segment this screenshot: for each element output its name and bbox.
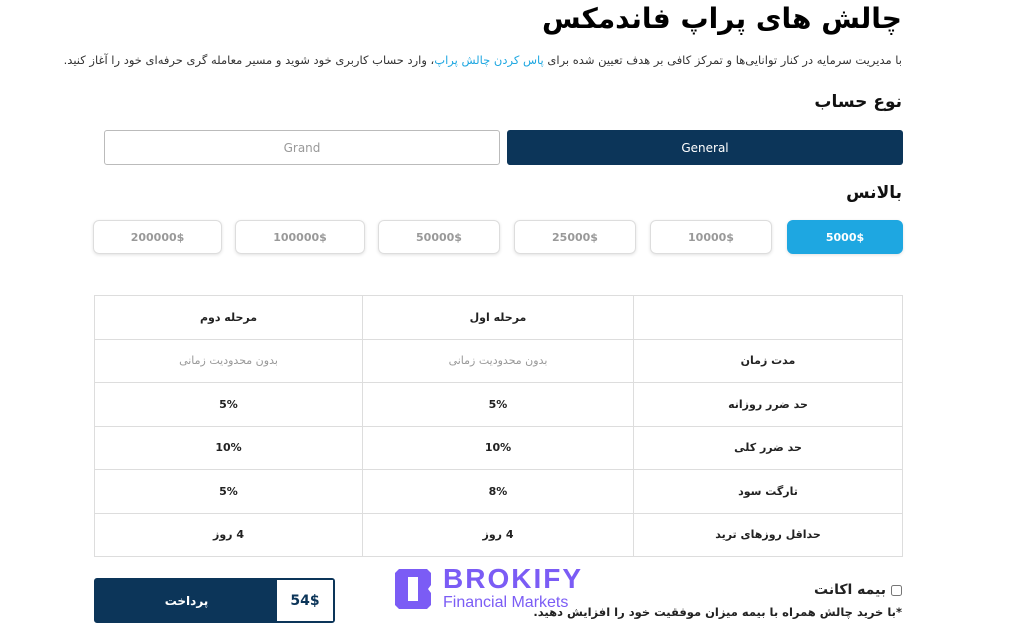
balance-200000-button[interactable]: 200000$ xyxy=(93,220,222,254)
cell: 10% xyxy=(362,425,634,470)
row-label: حد ضرر روزانه xyxy=(633,382,903,427)
cell: بدون محدودیت زمانی xyxy=(94,338,363,383)
rules-table: مرحله اول مرحله دوم مدت زمان بدون محدودیت … xyxy=(94,295,903,557)
page-title: چالش های پراپ فاندمکس xyxy=(541,2,902,35)
insurance-option[interactable]: بیمه اکانت xyxy=(814,582,902,598)
header-cell xyxy=(633,295,903,340)
cell: 5% xyxy=(362,382,634,427)
balance-50000-button[interactable]: 50000$ xyxy=(378,220,500,254)
cell: 4 روز xyxy=(94,512,363,557)
insurance-label: بیمه اکانت xyxy=(814,582,886,598)
cell: 5% xyxy=(94,469,363,514)
cell: 4 روز xyxy=(362,512,634,557)
table-row: حداقل روزهای ترید 4 روز 4 روز xyxy=(94,512,903,557)
insurance-note: *با خرید چالش همراه با بیمه میزان موفقیت… xyxy=(533,605,902,619)
table-row: تارگت سود 8% 5% xyxy=(94,469,903,514)
table-row: مدت زمان بدون محدودیت زمانی بدون محدودیت ز… xyxy=(94,338,903,383)
balance-100000-button[interactable]: 100000$ xyxy=(235,220,365,254)
insurance-checkbox[interactable] xyxy=(891,584,902,596)
balance-10000-button[interactable]: 10000$ xyxy=(650,220,772,254)
account-type-heading: نوع حساب xyxy=(814,92,902,112)
account-grand-button[interactable]: Grand xyxy=(104,130,500,165)
payment-button[interactable]: پرداخت 54$ xyxy=(94,578,335,623)
brokify-logo-icon xyxy=(395,569,431,609)
cell: بدون محدودیت زمانی xyxy=(362,338,634,383)
logo-tagline: Financial Markets xyxy=(443,594,569,611)
balance-25000-button[interactable]: 25000$ xyxy=(514,220,636,254)
intro-before: با مدیریت سرمایه در کنار توانایی‌ها و تم… xyxy=(543,53,902,67)
intro-link[interactable]: پاس کردن چالش پراپ xyxy=(434,53,544,67)
intro-text: با مدیریت سرمایه در کنار توانایی‌ها و تم… xyxy=(64,53,902,67)
header-cell: مرحله دوم xyxy=(94,295,363,340)
intro-after: ، وارد حساب کاربری خود شوید و مسیر معامل… xyxy=(63,53,435,67)
logo-name: BROKIFY xyxy=(443,563,583,594)
balance-heading: بالانس xyxy=(846,183,902,203)
account-general-button[interactable]: General xyxy=(507,130,903,165)
balance-5000-button[interactable]: 5000$ xyxy=(787,220,903,254)
table-row: حد ضرر روزانه 5% 5% xyxy=(94,382,903,427)
row-label: مدت زمان xyxy=(633,338,903,383)
payment-label: پرداخت xyxy=(164,593,209,608)
table-header-row: مرحله اول مرحله دوم xyxy=(94,295,903,340)
cell: 5% xyxy=(94,382,363,427)
header-cell: مرحله اول xyxy=(362,295,634,340)
cell: 10% xyxy=(94,425,363,470)
row-label: حد ضرر کلی xyxy=(633,425,903,470)
row-label: حداقل روزهای ترید xyxy=(633,512,903,557)
table-row: حد ضرر کلی 10% 10% xyxy=(94,425,903,470)
cell: 8% xyxy=(362,469,634,514)
row-label: تارگت سود xyxy=(633,469,903,514)
price: 54$ xyxy=(277,580,333,621)
